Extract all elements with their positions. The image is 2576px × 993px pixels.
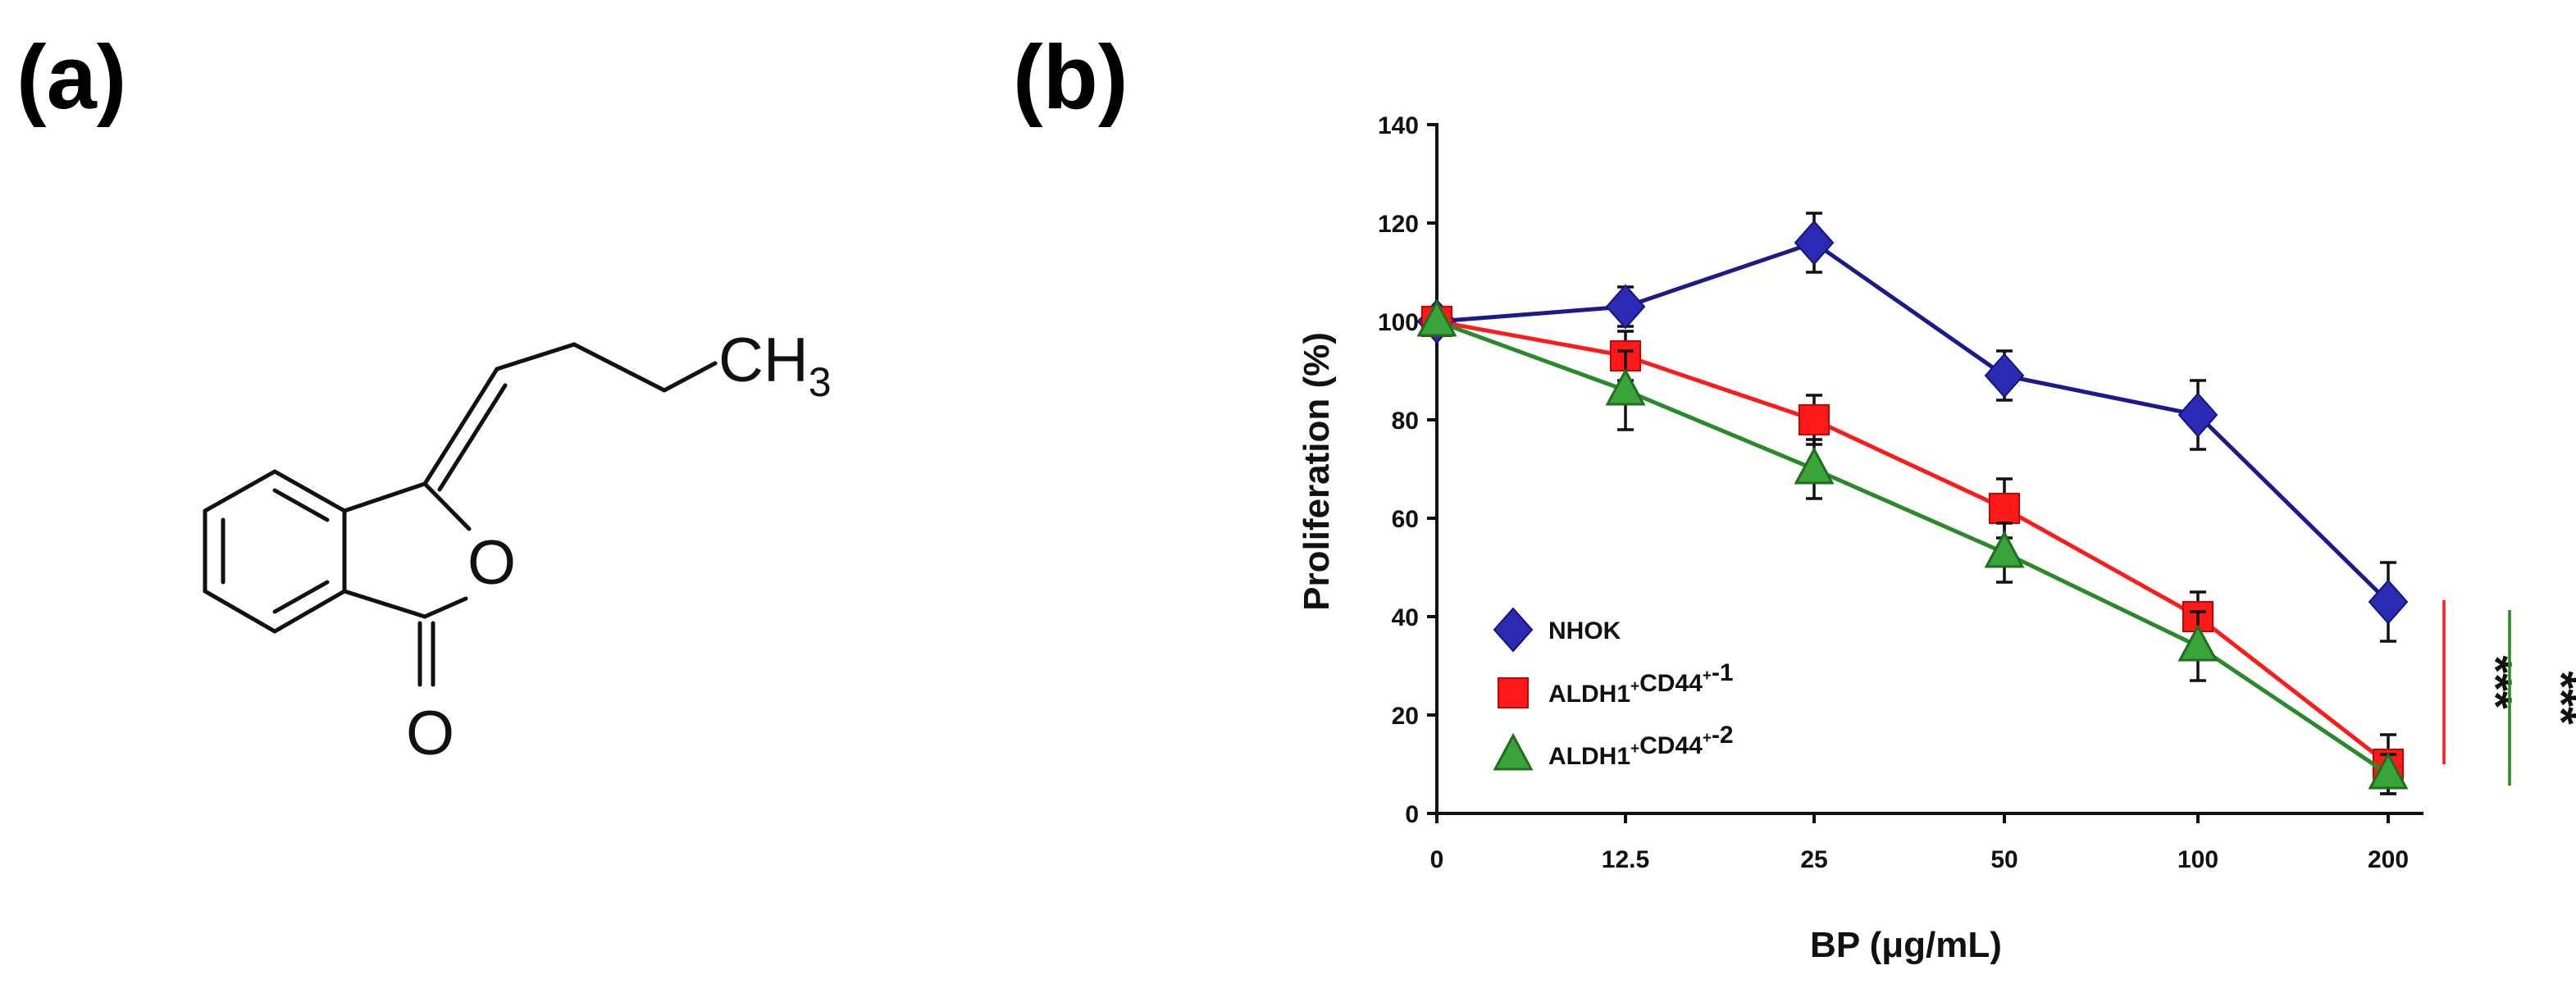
data-point bbox=[1605, 367, 1646, 406]
y-tick-label: 20 bbox=[1392, 703, 1419, 730]
carbonyl-oxygen-label: O bbox=[406, 699, 454, 768]
series-layer bbox=[1416, 212, 2409, 795]
x-tick-label: 100 bbox=[2177, 846, 2218, 873]
y-tick-label: 40 bbox=[1392, 604, 1419, 631]
legend-marker bbox=[1498, 677, 1529, 708]
ring-oxygen-label: O bbox=[467, 528, 516, 598]
series-line bbox=[1436, 319, 2390, 777]
y-tick-label: 80 bbox=[1392, 408, 1419, 435]
data-point bbox=[2368, 579, 2409, 625]
y-tick-label: 120 bbox=[1378, 211, 1419, 238]
legend-label: NHOK bbox=[1548, 617, 1621, 645]
series-line bbox=[1436, 240, 2390, 604]
series-line bbox=[1436, 319, 2390, 766]
legend-label: ALDH1+CD44+-1 bbox=[1548, 659, 1734, 708]
series-3 bbox=[1416, 298, 2409, 795]
x-tick-label: 12.5 bbox=[1602, 846, 1649, 873]
data-point bbox=[2177, 392, 2218, 438]
significance-stars: *** bbox=[2470, 655, 2522, 709]
chart-axes bbox=[1435, 123, 2423, 815]
data-point bbox=[1799, 404, 1830, 435]
series-2 bbox=[1421, 306, 2404, 795]
significance-annotations: *** *** bbox=[2442, 600, 2576, 786]
butylidene-chain-bonds bbox=[422, 342, 718, 492]
x-axis-title: BP (μg/mL) bbox=[1810, 925, 2002, 965]
y-tick-label: 100 bbox=[1378, 309, 1419, 336]
y-axis-ticks: 0 20 40 60 80 100 120 140 bbox=[1378, 112, 1437, 828]
panel-a-label: (a) bbox=[16, 27, 127, 128]
data-point bbox=[1605, 284, 1646, 330]
panel-b-label: (b) bbox=[1013, 27, 1128, 128]
data-point bbox=[2177, 623, 2218, 662]
data-point bbox=[1989, 493, 2020, 524]
x-tick-label: 0 bbox=[1430, 846, 1444, 873]
series-1 bbox=[1416, 212, 2409, 643]
legend-marker bbox=[1493, 607, 1534, 653]
proliferation-chart: 0 20 40 60 80 100 120 140 0 12.5 25 50 100 200 NHOK A… bbox=[1297, 112, 2576, 965]
data-point bbox=[1984, 353, 2025, 399]
significance-stars: *** bbox=[2536, 671, 2576, 725]
y-tick-label: 60 bbox=[1392, 506, 1419, 533]
y-tick-label: 140 bbox=[1378, 112, 1419, 139]
y-axis-title: Proliferation (%) bbox=[1297, 332, 1337, 611]
legend-label: ALDH1+CD44+-2 bbox=[1548, 722, 1734, 770]
x-tick-label: 200 bbox=[2368, 846, 2409, 873]
lactone-ring-bonds bbox=[342, 481, 472, 687]
methyl-label: CH3 bbox=[718, 326, 832, 405]
y-tick-label: 0 bbox=[1405, 801, 1419, 828]
data-point bbox=[2368, 751, 2409, 790]
benzene-ring-bonds bbox=[203, 469, 347, 634]
data-point bbox=[1984, 530, 2025, 568]
data-point bbox=[1794, 220, 1835, 266]
data-point bbox=[1416, 298, 1457, 337]
x-tick-label: 25 bbox=[1800, 846, 1827, 873]
butylidenephthalide-structure bbox=[203, 342, 718, 687]
x-tick-label: 50 bbox=[1990, 846, 2017, 873]
chart-legend: NHOK ALDH1+CD44+-1 ALDH1+CD44+-2 bbox=[1493, 607, 1734, 771]
data-point bbox=[1794, 446, 1835, 485]
x-axis-ticks: 0 12.5 25 50 100 200 bbox=[1430, 813, 2409, 873]
legend-marker bbox=[1493, 732, 1534, 771]
